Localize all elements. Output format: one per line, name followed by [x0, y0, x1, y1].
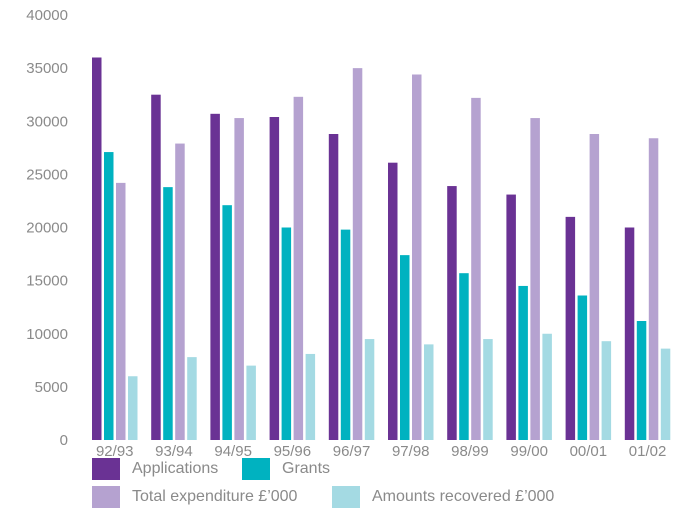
- x-tick-label: 01/02: [629, 443, 667, 458]
- bar-amounts-00-01: [601, 341, 612, 440]
- bar-total-95-96: [293, 96, 304, 440]
- legend-swatch-grants: [242, 458, 270, 480]
- x-tick-label: 99/00: [510, 443, 548, 458]
- bar-total-92-93: [116, 182, 126, 440]
- y-tick-label: 5000: [35, 379, 68, 396]
- y-tick-label: 25000: [26, 166, 68, 183]
- x-tick-label: 97/98: [392, 443, 430, 458]
- bar-total-97-98: [412, 74, 422, 440]
- bar-amounts-93-94: [187, 357, 197, 440]
- bar-amounts-98-99: [483, 339, 493, 440]
- bar-amounts-97-98: [424, 344, 434, 440]
- bar-applications-94-95: [210, 113, 220, 440]
- bar-grants-94-95: [222, 205, 232, 440]
- bar-amounts-96-97: [364, 339, 375, 440]
- y-tick-label: 30000: [26, 113, 68, 130]
- bar-total-93-94: [175, 143, 185, 440]
- bar-grants-99-00: [518, 285, 528, 440]
- bar-total-96-97: [352, 68, 363, 440]
- y-axis: 0 5000 10000 15000 20000 25000 30000 35000 40000: [26, 7, 68, 449]
- legend-swatch-applications: [92, 458, 120, 480]
- x-tick-label: 95/96: [274, 443, 312, 458]
- legend-item-amounts-recovered: Amounts recovered £’000: [332, 486, 554, 508]
- bar-grants-97-98: [400, 255, 410, 440]
- legend-row: Applications Grants: [92, 458, 652, 480]
- bar-total-94-95: [234, 118, 244, 440]
- bar-amounts-94-95: [246, 365, 256, 440]
- y-tick-label: 15000: [26, 273, 68, 290]
- bar-applications-95-96: [269, 117, 280, 440]
- y-tick-label: 35000: [26, 60, 68, 77]
- legend-item-applications: Applications: [92, 458, 242, 480]
- legend: Applications Grants Total expenditure £’…: [92, 458, 652, 514]
- bar-chart: 0 5000 10000 15000 20000 25000 30000 35000 40000…: [26, 7, 671, 458]
- y-tick-label: 20000: [26, 220, 68, 237]
- bar-applications-00-01: [565, 216, 576, 440]
- legend-item-grants: Grants: [242, 458, 330, 480]
- x-tick-label: 93/94: [155, 443, 193, 458]
- bar-total-99-00: [530, 118, 540, 440]
- x-tick-label: 96/97: [333, 443, 371, 458]
- bar-applications-96-97: [328, 134, 339, 440]
- bar-grants-92-93: [104, 152, 114, 440]
- legend-label-amounts-recovered: Amounts recovered £’000: [372, 488, 555, 505]
- x-tick-label: 94/95: [214, 443, 252, 458]
- legend-row: Total expenditure £’000 Amounts recovere…: [92, 486, 652, 508]
- legend-item-total-expenditure: Total expenditure £’000: [92, 486, 332, 508]
- bar-grants-01-02: [636, 321, 647, 440]
- x-tick-label: 98/99: [451, 443, 489, 458]
- bar-amounts-92-93: [128, 376, 138, 440]
- bar-applications-93-94: [151, 94, 161, 440]
- bar-applications-01-02: [624, 227, 635, 440]
- bar-total-00-01: [589, 134, 600, 440]
- legend-label-applications: Applications: [132, 460, 219, 477]
- bar-applications-97-98: [388, 162, 398, 440]
- bar-grants-98-99: [459, 273, 469, 440]
- bar-total-98-99: [471, 97, 481, 440]
- bar-total-01-02: [648, 138, 659, 440]
- x-tick-label: 00/01: [570, 443, 608, 458]
- bar-amounts-01-02: [660, 348, 671, 440]
- y-tick-label: 10000: [26, 326, 68, 343]
- bar-applications-99-00: [506, 194, 516, 440]
- bar-amounts-95-96: [305, 353, 316, 440]
- bar-applications-92-93: [92, 57, 102, 440]
- legend-swatch-total-expenditure: [92, 486, 120, 508]
- legend-swatch-amounts-recovered: [332, 486, 360, 508]
- legend-label-grants: Grants: [282, 460, 331, 477]
- legend-label-total-expenditure: Total expenditure £’000: [132, 488, 298, 505]
- bar-applications-98-99: [447, 186, 457, 440]
- bars-group: [92, 57, 671, 440]
- bar-grants-00-01: [577, 295, 588, 440]
- bar-grants-95-96: [281, 227, 292, 440]
- bar-grants-96-97: [340, 229, 351, 440]
- bar-grants-93-94: [163, 187, 173, 440]
- y-tick-label: 40000: [26, 7, 68, 24]
- x-axis: 92/93 93/94 94/95 95/96 96/97 97/98 98/99 99/00…: [96, 443, 666, 458]
- x-tick-label: 92/93: [96, 443, 134, 458]
- y-tick-label: 0: [60, 432, 68, 449]
- bar-amounts-99-00: [542, 333, 552, 440]
